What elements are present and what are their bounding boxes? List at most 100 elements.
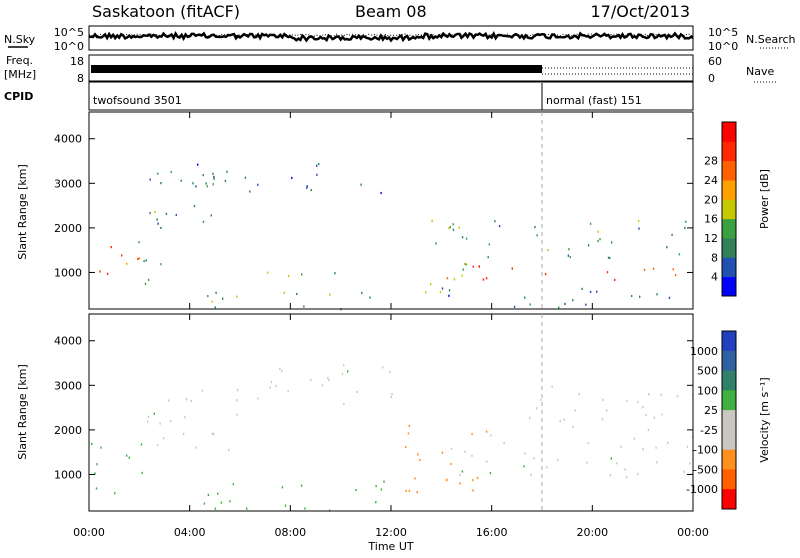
scatter-cell: [284, 504, 287, 507]
scatter-cell: [206, 185, 208, 188]
scatter-cell: [126, 262, 128, 265]
scatter-cell: [656, 461, 658, 464]
colorbar-segment: [722, 276, 736, 297]
scatter-cell: [441, 287, 444, 290]
colorbar-label: 24: [704, 174, 718, 187]
scatter-cell: [203, 502, 206, 505]
power-colorbar: 4 8 12 16 20 24 28: [704, 121, 737, 297]
y-tick-label: 2000: [54, 424, 82, 437]
scatter-cell: [486, 460, 488, 463]
cpid-segments: twofsound 3501 normal (fast) 151: [93, 83, 642, 110]
scatter-cell: [578, 393, 580, 396]
scatter-cell: [678, 253, 681, 256]
scatter-cell: [106, 272, 109, 275]
scatter-cell: [197, 163, 199, 166]
scatter-cell: [642, 406, 644, 409]
scatter-cell: [453, 278, 456, 281]
scatter-cell: [202, 220, 205, 223]
scatter-cell: [472, 489, 474, 492]
scatter-cell: [529, 416, 531, 419]
scatter-cell: [638, 227, 640, 230]
scatter-cell: [236, 389, 239, 392]
scatter-cell: [193, 204, 196, 208]
scatter-cell: [217, 492, 219, 495]
scatter-cell: [95, 487, 98, 490]
scatter-cell: [523, 465, 525, 468]
colorbar-segment: [722, 410, 736, 431]
scatter-cell: [476, 476, 479, 480]
freq-traces: [91, 65, 693, 75]
scatter-cell: [360, 183, 362, 186]
scatter-cell: [310, 378, 312, 381]
scatter-cell: [408, 424, 411, 428]
scatter-cell: [246, 507, 248, 510]
scatter-cell: [448, 227, 450, 230]
scatter-cell: [524, 452, 526, 455]
noise-right-bottom: 10^0: [708, 40, 738, 53]
scatter-cell: [94, 472, 96, 475]
power-panel-frame: [88, 111, 694, 310]
scatter-cell: [645, 413, 647, 417]
scatter-cell: [143, 260, 145, 263]
scatter-cell: [182, 432, 185, 435]
scatter-cell: [671, 233, 673, 236]
scatter-cell: [192, 182, 194, 185]
scatter-cell: [157, 222, 159, 225]
scatter-cell: [128, 456, 130, 459]
scatter-cell: [202, 174, 204, 177]
colorbar-label: 8: [711, 251, 718, 264]
x-tick-label: 04:00: [174, 526, 206, 539]
scatter-cell: [513, 305, 516, 308]
scatter-cell: [341, 372, 344, 376]
scatter-cell: [389, 371, 391, 374]
scatter-cell: [587, 441, 590, 445]
scatter-cell: [390, 395, 392, 399]
y-tick-label: 3000: [54, 177, 82, 190]
scatter-cell: [419, 458, 421, 462]
scatter-cell: [212, 172, 214, 175]
scatter-cell: [485, 430, 488, 433]
scatter-cell: [236, 295, 238, 298]
scatter-cell: [589, 222, 592, 225]
scatter-cell: [558, 306, 560, 309]
noise-right-top: 10^5: [708, 26, 738, 39]
scatter-cell: [624, 468, 626, 471]
scatter-cell: [587, 244, 590, 247]
colorbar-segment: [722, 429, 736, 451]
scatter-cell: [220, 501, 223, 504]
scatter-cell: [149, 212, 151, 215]
scatter-cell: [236, 413, 238, 416]
colorbar-label: 4: [711, 271, 718, 284]
station-title: Saskatoon (fitACF): [92, 2, 240, 21]
colorbar-segment: [722, 141, 736, 162]
freq-trace: [91, 65, 542, 73]
scatter-cell: [140, 443, 143, 446]
x-tick-label: 08:00: [274, 526, 306, 539]
scatter-cell: [138, 257, 140, 260]
scatter-cell: [149, 178, 151, 181]
scatter-cell: [655, 446, 657, 449]
scatter-cell: [489, 472, 492, 475]
colorbar-segment: [722, 238, 736, 258]
scatter-cell: [439, 291, 442, 294]
x-tick-label: 12:00: [375, 526, 407, 539]
scatter-cell: [153, 412, 155, 415]
scatter-cell: [450, 462, 452, 466]
colorbar-label: 100: [697, 384, 718, 397]
scatter-cell: [156, 218, 158, 221]
x-axis-title: Time UT: [367, 540, 413, 553]
noise-traces: [88, 30, 694, 43]
scatter-cell: [581, 287, 583, 290]
scatter-cell: [602, 398, 604, 401]
scatter-cell: [639, 295, 641, 298]
scatter-cell: [417, 453, 419, 456]
scatter-cell: [546, 466, 548, 469]
scatter-cell: [281, 486, 284, 489]
cpid-segment-label: twofsound 3501: [93, 94, 182, 107]
scatter-cell: [606, 271, 609, 274]
colorbar-label: 25: [704, 404, 718, 417]
scatter-cell: [572, 299, 574, 302]
y-tick-label: 4000: [54, 335, 82, 348]
